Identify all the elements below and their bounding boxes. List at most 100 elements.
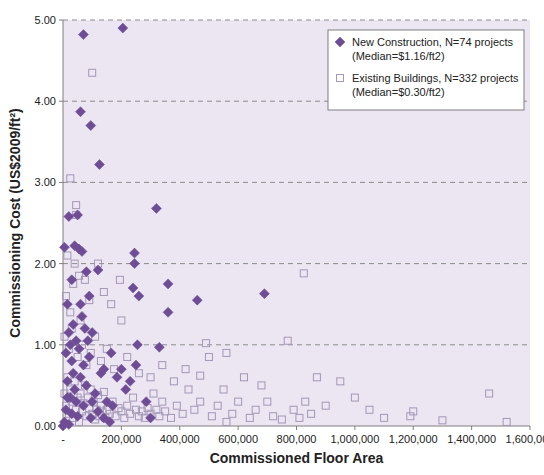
scatter-point: [214, 402, 221, 409]
legend-label-line: (Median=$0.30/ft2): [352, 86, 445, 98]
scatter-point: [170, 378, 177, 385]
scatter-point: [81, 267, 91, 277]
scatter-point: [162, 408, 169, 415]
scatter-point: [208, 413, 215, 420]
scatter-point: [78, 30, 88, 40]
x-tick: [121, 426, 122, 430]
scatter-point: [76, 107, 86, 117]
scatter-point: [270, 413, 277, 420]
scatter-point: [64, 212, 74, 222]
scatter-point: [205, 353, 212, 360]
scatter-point: [278, 416, 285, 423]
scatter-point: [93, 265, 103, 275]
scatter-point: [77, 311, 87, 321]
scatter-point: [182, 366, 189, 373]
scatter-point: [203, 340, 210, 347]
scatter-point: [77, 246, 87, 256]
legend-box: [328, 30, 524, 110]
scatter-point: [191, 406, 198, 413]
scatter-point: [86, 121, 96, 131]
legend: New Construction, N=74 projects(Median=$…: [328, 30, 524, 110]
x-tick: [354, 426, 355, 430]
scatter-point: [223, 418, 230, 425]
scatter-point: [410, 408, 417, 415]
scatter-point: [99, 413, 109, 423]
legend-label-line: Existing Buildings, N=332 projects: [352, 72, 519, 84]
scatter-point: [197, 398, 204, 405]
scatter-point: [220, 386, 227, 393]
legend-label: New Construction, N=74 projects(Median=$…: [352, 36, 514, 62]
scatter-point: [108, 401, 118, 411]
scatter-point: [146, 413, 156, 423]
scatter-point: [118, 23, 128, 33]
x-axis-title: Commissioned Floor Area: [210, 450, 384, 466]
y-axis-line: [63, 20, 64, 426]
scatter-point: [62, 299, 72, 309]
chart-svg: 0.001.002.003.004.005.00-200,000400,0006…: [0, 0, 544, 475]
x-tick-label: 1,000,000: [330, 433, 379, 445]
scatter-point: [62, 376, 72, 386]
scatter-point: [259, 289, 269, 299]
scatter-point: [64, 252, 71, 259]
scatter-point: [96, 368, 106, 378]
scatter-point: [439, 417, 446, 424]
scatter-point: [290, 406, 297, 413]
scatter-point: [94, 160, 104, 170]
scatter-point: [97, 358, 104, 365]
scatter-point: [240, 374, 247, 381]
scatter-point: [68, 320, 78, 330]
x-tick: [296, 426, 297, 430]
scatter-point: [62, 293, 69, 300]
scatter-point: [81, 276, 88, 283]
x-tick-label: -: [61, 433, 65, 445]
scatter-point: [235, 398, 242, 405]
scatter-point: [67, 309, 74, 316]
scatter-point: [381, 414, 388, 421]
scatter-point: [159, 362, 166, 369]
scatter-point: [264, 398, 271, 405]
scatter-point: [87, 328, 97, 338]
scatter-point: [134, 291, 144, 301]
scatter-point: [106, 348, 116, 358]
x-tick: [238, 426, 239, 430]
scatter-point: [59, 242, 69, 252]
scatter-point: [74, 344, 84, 354]
scatter-point: [192, 295, 202, 305]
scatter-point: [151, 203, 161, 213]
scatter-point: [67, 356, 77, 366]
x-tick-label: 400,000: [160, 433, 200, 445]
y-tick: [59, 263, 63, 264]
scatter-point: [67, 175, 74, 182]
series-group: [61, 69, 510, 425]
y-tick: [59, 344, 63, 345]
x-tick-label: 1,200,000: [389, 433, 438, 445]
scatter-point: [62, 393, 72, 403]
x-tick-label: 1,400,000: [447, 433, 496, 445]
scatter-point: [284, 337, 291, 344]
scatter-point: [58, 421, 68, 431]
scatter-point: [300, 270, 307, 277]
scatter-point: [116, 364, 126, 374]
scatter-point: [351, 394, 358, 401]
scatter-point: [78, 360, 88, 370]
scatter-point: [163, 279, 173, 289]
y-tick-label: 0.00: [35, 420, 56, 432]
scatter-point: [503, 418, 510, 425]
y-axis-title: Commissioning Cost (US$2009/ft²): [7, 108, 23, 337]
x-tick: [179, 426, 180, 430]
y-grid-line: [63, 182, 530, 183]
x-axis-line: [63, 426, 530, 427]
scatter-point: [89, 69, 96, 76]
scatter-point: [121, 384, 131, 394]
scatter-point: [70, 384, 80, 394]
scatter-point: [179, 410, 186, 417]
scatter-point: [65, 340, 75, 350]
y-grid-line: [63, 20, 530, 21]
scatter-point: [296, 414, 303, 421]
y-tick-label: 2.00: [35, 258, 56, 270]
scatter-point: [124, 402, 131, 409]
y-tick: [59, 20, 63, 21]
scatter-point: [118, 317, 125, 324]
scatter-point: [130, 259, 140, 269]
scatter-point: [147, 374, 154, 381]
